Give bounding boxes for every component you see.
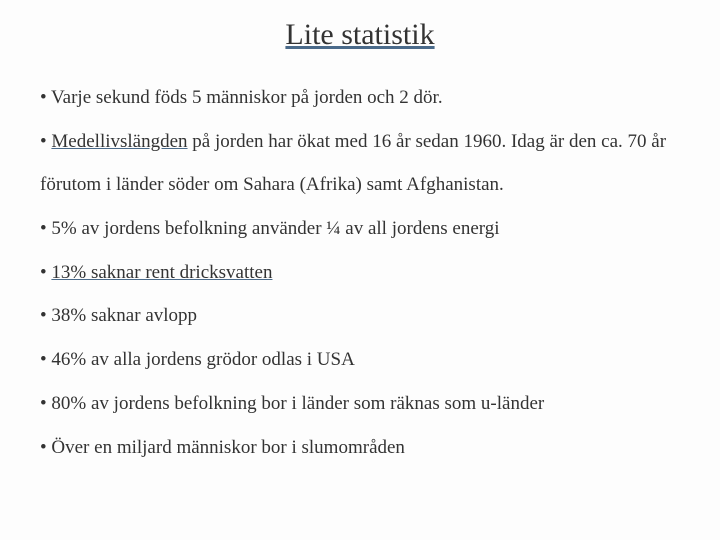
list-item: • 46% av alla jordens grödor odlas i USA <box>40 338 680 382</box>
list-item: • 80% av jordens befolkning bor i länder… <box>40 382 680 426</box>
bullet-text: • 38% saknar avlopp <box>40 305 197 326</box>
slide-title: Lite statistik <box>40 18 680 52</box>
list-item: • 38% saknar avlopp <box>40 294 680 338</box>
bullet-text: • <box>40 262 51 283</box>
bullet-underlined: 13% saknar rent dricksvatten <box>51 262 272 283</box>
bullet-text: • Varje sekund föds 5 människor på jorde… <box>40 87 443 108</box>
list-item: • Medellivslängden på jorden har ökat me… <box>40 120 680 207</box>
bullet-text: • Över en miljard människor bor i slumom… <box>40 437 405 458</box>
bullet-text: • 5% av jordens befolkning använder ¼ av… <box>40 218 500 239</box>
list-item: • Varje sekund föds 5 människor på jorde… <box>40 76 680 120</box>
bullet-text: • 46% av alla jordens grödor odlas i USA <box>40 349 355 370</box>
bullet-text: • <box>40 131 51 152</box>
bullet-text: • 80% av jordens befolkning bor i länder… <box>40 393 544 414</box>
list-item: • Över en miljard människor bor i slumom… <box>40 426 680 470</box>
bullet-underlined: Medellivslängden <box>51 131 187 152</box>
list-item: • 5% av jordens befolkning använder ¼ av… <box>40 207 680 251</box>
list-item: • 13% saknar rent dricksvatten <box>40 251 680 295</box>
bullet-list: • Varje sekund föds 5 människor på jorde… <box>40 76 680 469</box>
